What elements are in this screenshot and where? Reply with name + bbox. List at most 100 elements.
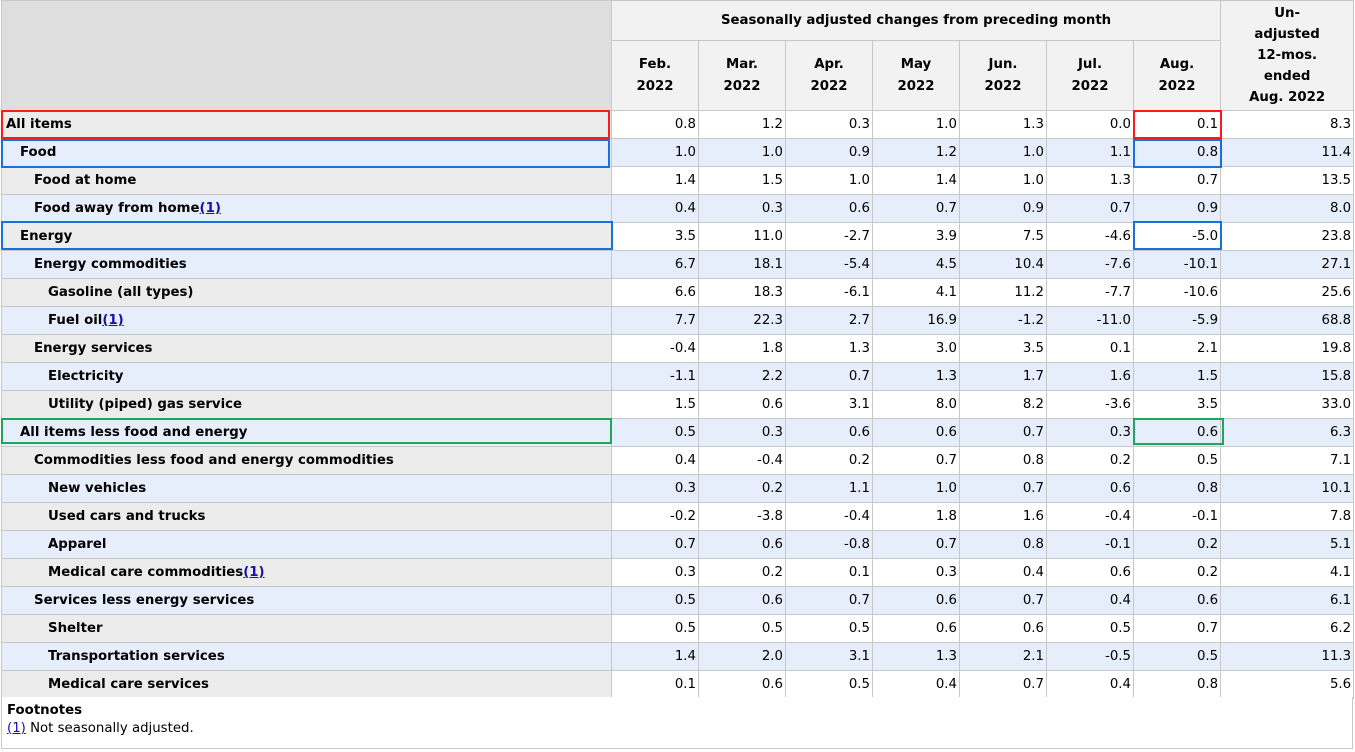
value-cell: -0.4 [1046, 502, 1134, 531]
value-cell: 0.8 [959, 446, 1047, 475]
value-cell: 1.1 [785, 474, 873, 503]
table-row: Energy commodities 6.7 18.1 -5.4 4.5 10.4 -7.6… [1, 250, 1355, 279]
value-cell: 33.0 [1220, 390, 1355, 419]
value-cell: 22.3 [698, 306, 786, 335]
value-cell: 1.8 [698, 334, 786, 363]
table-row: Fuel oil(1) 7.7 22.3 2.7 16.9 -1.2 -11.0 -5.9 68… [1, 306, 1355, 335]
value-cell: -1.1 [611, 362, 699, 391]
row-label: All items [1, 110, 612, 139]
value-cell: -0.2 [611, 502, 699, 531]
value-cell: -10.6 [1132, 278, 1222, 307]
row-label: Electricity [1, 362, 612, 391]
value-cell: 3.5 [959, 334, 1047, 363]
value-cell: 0.6 [698, 670, 786, 699]
value-cell: 0.4 [872, 670, 960, 699]
row-label: Gasoline (all types) [1, 278, 612, 307]
row-label: Shelter [1, 614, 612, 643]
value-cell: 0.9 [959, 194, 1047, 223]
value-cell: 0.7 [1132, 614, 1222, 643]
table-row: Electricity -1.1 2.2 0.7 1.3 1.7 1.6 1.5 15.8 [1, 362, 1355, 391]
value-cell: 0.1 [1046, 334, 1134, 363]
row-label: Energy commodities [1, 250, 612, 279]
value-cell: 0.7 [1046, 194, 1134, 223]
footnote-line: (1) Not seasonally adjusted. [7, 719, 1347, 739]
month-header-row: Feb. 2022 Mar. 2022 Apr. 2022 May 2022 Jun. 2022 J… [2, 40, 1354, 111]
value-cell: 8.0 [1220, 194, 1355, 223]
value-cell: 11.2 [959, 278, 1047, 307]
value-cell: 0.4 [1046, 670, 1134, 699]
value-cell: 0.5 [785, 670, 873, 699]
value-cell: 1.6 [1046, 362, 1134, 391]
table-row: Food 1.0 1.0 0.9 1.2 1.0 1.1 0.8 11.4 [1, 138, 1355, 167]
table-row: Utility (piped) gas service 1.5 0.6 3.1 8.0 8… [1, 390, 1355, 419]
row-label: Medical care commodities(1) [1, 558, 612, 587]
value-cell: -0.5 [1046, 642, 1134, 671]
footnote-link[interactable]: (1) [199, 201, 221, 216]
value-cell: 0.2 [698, 474, 786, 503]
footnote-link[interactable]: (1) [243, 565, 265, 580]
value-cell: 7.1 [1220, 446, 1355, 475]
month-header: Aug. 2022 [1132, 40, 1222, 111]
table-row: Medical care commodities(1) 0.3 0.2 0.1 0.3 0… [1, 558, 1355, 587]
value-cell: 1.0 [959, 166, 1047, 195]
value-cell: 19.8 [1220, 334, 1355, 363]
value-cell: 1.3 [872, 362, 960, 391]
value-cell: 0.6 [872, 614, 960, 643]
value-cell: 0.1 [1132, 110, 1222, 139]
value-cell: 0.5 [1132, 642, 1222, 671]
unadjusted-header: Un- adjusted 12-mos. ended Aug. 2022 [1220, 0, 1355, 111]
value-cell: 1.2 [698, 110, 786, 139]
value-cell: 3.9 [872, 222, 960, 251]
value-cell: 1.5 [698, 166, 786, 195]
table-row: Transportation services 1.4 2.0 3.1 1.3 2.1 -0… [1, 642, 1355, 671]
value-cell: 0.8 [1132, 670, 1222, 699]
value-cell: 0.3 [698, 194, 786, 223]
value-cell: 0.6 [1132, 418, 1222, 447]
value-cell: 1.0 [698, 138, 786, 167]
value-cell: 0.2 [785, 446, 873, 475]
value-cell: 2.2 [698, 362, 786, 391]
footnotes: Footnotes (1) Not seasonally adjusted. [1, 697, 1353, 749]
value-cell: 0.1 [611, 670, 699, 699]
table-row: All items less food and energy 0.5 0.3 0.6 0… [1, 418, 1355, 447]
row-label: Food away from home(1) [1, 194, 612, 223]
row-label: Fuel oil(1) [1, 306, 612, 335]
value-cell: -3.8 [698, 502, 786, 531]
value-cell: 0.6 [872, 586, 960, 615]
value-cell: 0.4 [959, 558, 1047, 587]
value-cell: 0.6 [1046, 558, 1134, 587]
value-cell: 0.6 [872, 418, 960, 447]
value-cell: 8.2 [959, 390, 1047, 419]
row-label: All items less food and energy [1, 418, 612, 447]
value-cell: 0.3 [872, 558, 960, 587]
footnote-link[interactable]: (1) [102, 313, 124, 328]
value-cell: 1.3 [872, 642, 960, 671]
footnote-ref-link[interactable]: (1) [7, 721, 26, 736]
value-cell: 0.5 [785, 614, 873, 643]
value-cell: -5.4 [785, 250, 873, 279]
row-label: Apparel [1, 530, 612, 559]
value-cell: 0.4 [611, 446, 699, 475]
table-row: Medical care services 0.1 0.6 0.5 0.4 0.7 0.4 0… [1, 670, 1355, 699]
value-cell: 1.3 [785, 334, 873, 363]
value-cell: 8.0 [872, 390, 960, 419]
value-cell: 0.6 [959, 614, 1047, 643]
value-cell: 10.4 [959, 250, 1047, 279]
value-cell: 1.2 [872, 138, 960, 167]
table-row: Food at home 1.4 1.5 1.0 1.4 1.0 1.3 0.7 13.5 [1, 166, 1355, 195]
table-row: All items 0.8 1.2 0.3 1.0 1.3 0.0 0.1 8.3 [1, 110, 1355, 139]
value-cell: 0.9 [785, 138, 873, 167]
value-cell: 0.3 [611, 474, 699, 503]
value-cell: -6.1 [785, 278, 873, 307]
value-cell: 0.6 [698, 390, 786, 419]
value-cell: 18.3 [698, 278, 786, 307]
value-cell: 0.3 [698, 418, 786, 447]
value-cell: 1.5 [611, 390, 699, 419]
value-cell: 3.1 [785, 390, 873, 419]
table-row: Used cars and trucks -0.2 -3.8 -0.4 1.8 1.6 -0… [1, 502, 1355, 531]
value-cell: 3.0 [872, 334, 960, 363]
value-cell: 1.0 [872, 474, 960, 503]
value-cell: 0.7 [872, 446, 960, 475]
table-row: Energy 3.5 11.0 -2.7 3.9 7.5 -4.6 -5.0 23.8 [1, 222, 1355, 251]
row-label: Transportation services [1, 642, 612, 671]
